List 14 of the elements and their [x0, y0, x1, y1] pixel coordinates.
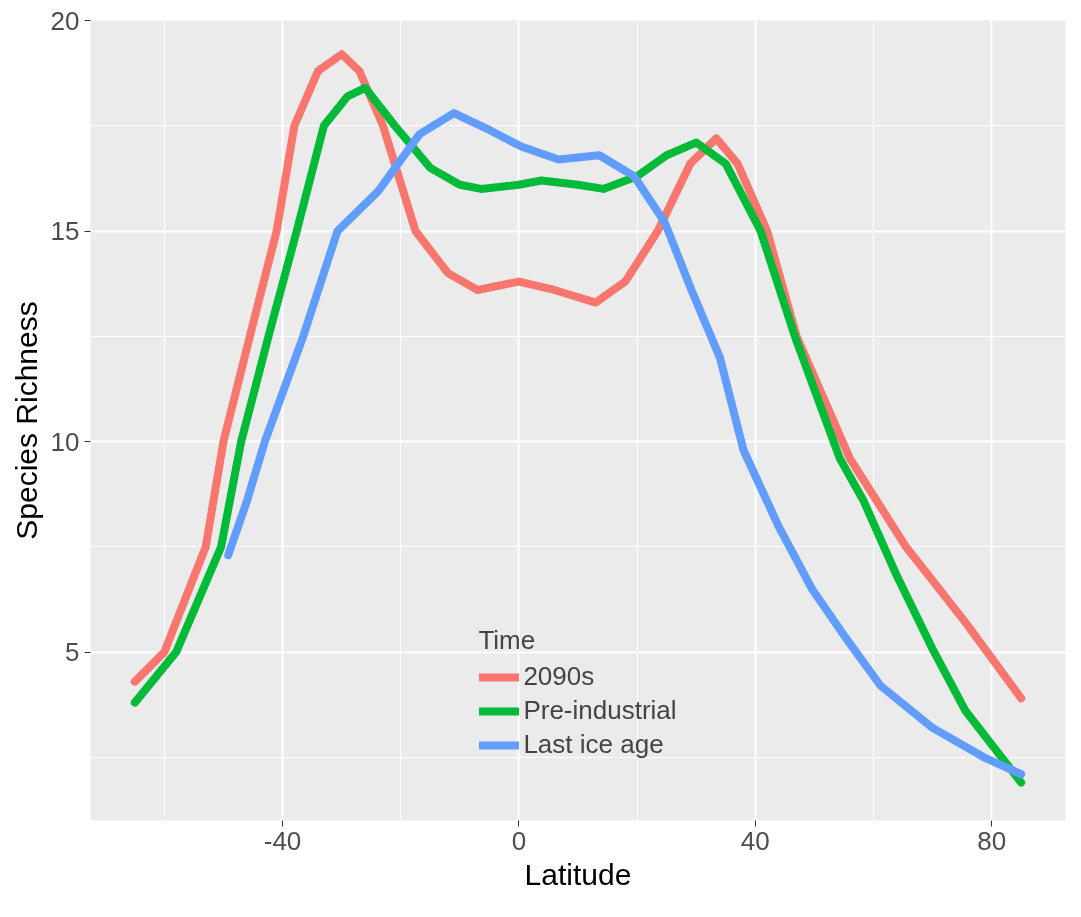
y-axis-title: Species Richness: [9, 301, 43, 540]
x-tick-label: 0: [511, 825, 527, 856]
y-tick-label: 20: [50, 5, 80, 36]
legend-label: Pre-industrial: [523, 695, 677, 726]
y-tick-label: 5: [65, 637, 80, 668]
legend-label: Last ice age: [523, 729, 664, 760]
x-tick-label: 40: [740, 825, 770, 856]
y-tick-label: 10: [50, 426, 80, 457]
legend-title: Time: [478, 625, 537, 656]
y-tick-label: 15: [50, 216, 80, 247]
x-tick-label: -40: [263, 825, 302, 856]
x-axis-title: Latitude: [524, 857, 632, 891]
x-tick-label: 80: [977, 825, 1007, 856]
legend-label: 2090s: [523, 661, 595, 692]
